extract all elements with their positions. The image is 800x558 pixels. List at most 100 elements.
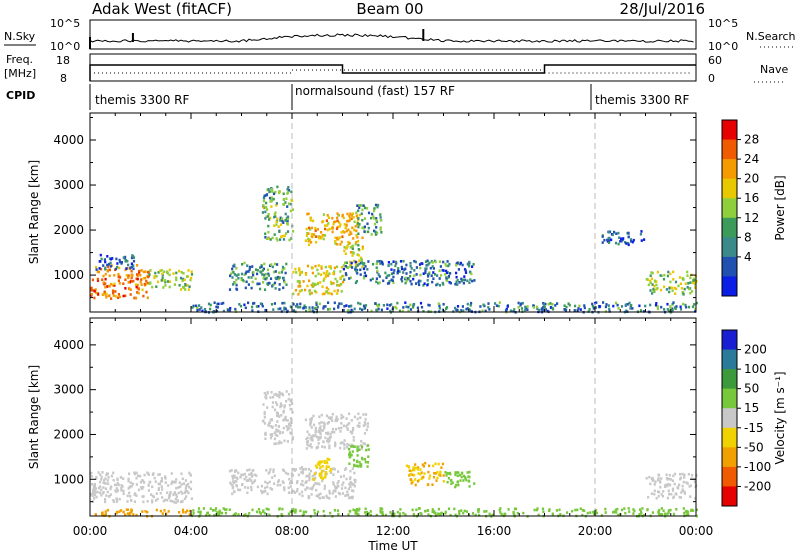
data-cell <box>355 464 358 468</box>
data-cell <box>325 431 328 435</box>
data-cell <box>282 481 285 485</box>
data-cell <box>437 462 440 466</box>
data-cell <box>343 439 346 442</box>
data-cell <box>261 304 264 308</box>
data-cell <box>164 279 167 282</box>
data-cell <box>319 461 322 465</box>
data-cell <box>416 306 419 310</box>
data-cell <box>198 308 201 311</box>
data-cell <box>426 509 430 512</box>
data-cell <box>377 305 380 308</box>
data-cell <box>274 211 277 214</box>
data-cell <box>126 512 129 515</box>
data-cell <box>263 262 266 266</box>
data-cell <box>106 263 109 267</box>
data-cell <box>329 511 332 515</box>
data-cell <box>411 473 414 477</box>
data-cell <box>306 486 309 490</box>
data-cell <box>653 492 656 496</box>
velocity-frame <box>89 317 697 517</box>
data-cell <box>200 306 203 309</box>
data-cell <box>598 305 602 308</box>
data-cell <box>99 485 102 488</box>
data-cell <box>694 281 697 284</box>
data-cell <box>273 482 276 485</box>
data-cell <box>424 260 428 263</box>
data-cell <box>103 478 106 482</box>
data-cell <box>691 305 695 309</box>
data-cell <box>286 191 290 194</box>
data-cell <box>415 466 418 470</box>
data-cell <box>271 236 274 240</box>
data-cell <box>329 469 332 473</box>
data-cell <box>272 308 275 311</box>
data-cell <box>473 279 476 282</box>
data-cell <box>315 301 318 304</box>
data-cell <box>280 235 283 239</box>
data-cell <box>328 492 331 495</box>
data-cell <box>411 508 414 512</box>
data-cell <box>226 308 230 312</box>
data-cell <box>409 303 412 307</box>
data-cell <box>110 297 113 300</box>
data-cell <box>365 413 368 416</box>
data-cell <box>243 303 246 307</box>
data-cell <box>107 294 110 298</box>
data-cell <box>340 413 343 417</box>
y-tick-label: 4000 <box>53 338 84 352</box>
data-cell <box>627 235 630 239</box>
data-cell <box>346 490 349 494</box>
data-cell <box>324 265 327 269</box>
data-cell <box>449 272 452 275</box>
data-cell <box>630 240 633 243</box>
data-cell <box>346 428 349 431</box>
data-cell <box>403 268 406 271</box>
data-cell <box>348 214 351 218</box>
data-cell <box>578 304 581 308</box>
data-cell <box>129 266 132 270</box>
data-cell <box>95 495 98 499</box>
data-cell <box>331 227 334 230</box>
data-cell <box>280 513 283 516</box>
y-tick-label: 4000 <box>53 133 84 147</box>
data-cell <box>361 226 364 229</box>
data-cell <box>314 429 317 432</box>
data-cell <box>465 307 468 311</box>
data-cell <box>343 245 346 249</box>
data-cell <box>96 292 100 295</box>
data-cell <box>694 307 697 311</box>
data-cell <box>352 251 355 254</box>
data-cell <box>354 281 357 285</box>
data-cell <box>421 463 424 466</box>
data-cell <box>463 509 466 513</box>
data-cell <box>244 486 247 489</box>
colorbar-swatch <box>722 198 737 219</box>
data-cell <box>326 457 329 461</box>
data-cell <box>339 492 342 496</box>
data-cell <box>471 279 474 283</box>
data-cell <box>139 480 142 484</box>
data-cell <box>656 305 659 308</box>
data-cell <box>439 474 442 477</box>
data-cell <box>340 240 343 244</box>
data-cell <box>248 512 251 515</box>
cpid-row: CPID themis 3300 RF normalsound (fast) 1… <box>6 84 689 110</box>
data-cell <box>264 431 267 435</box>
data-cell <box>356 272 359 275</box>
data-cell <box>333 220 336 224</box>
data-cell <box>339 223 342 226</box>
data-cell <box>349 264 352 267</box>
data-cell <box>672 496 675 500</box>
data-cell <box>237 488 240 492</box>
data-cell <box>283 486 286 489</box>
data-cell <box>690 290 694 293</box>
data-cell <box>116 262 119 265</box>
data-cell <box>466 307 469 310</box>
data-cell <box>372 215 375 218</box>
data-cell <box>235 476 238 480</box>
data-cell <box>346 245 349 248</box>
data-cell <box>141 288 144 292</box>
data-cell <box>363 271 366 275</box>
data-cell <box>275 237 278 240</box>
data-cell <box>319 436 322 439</box>
